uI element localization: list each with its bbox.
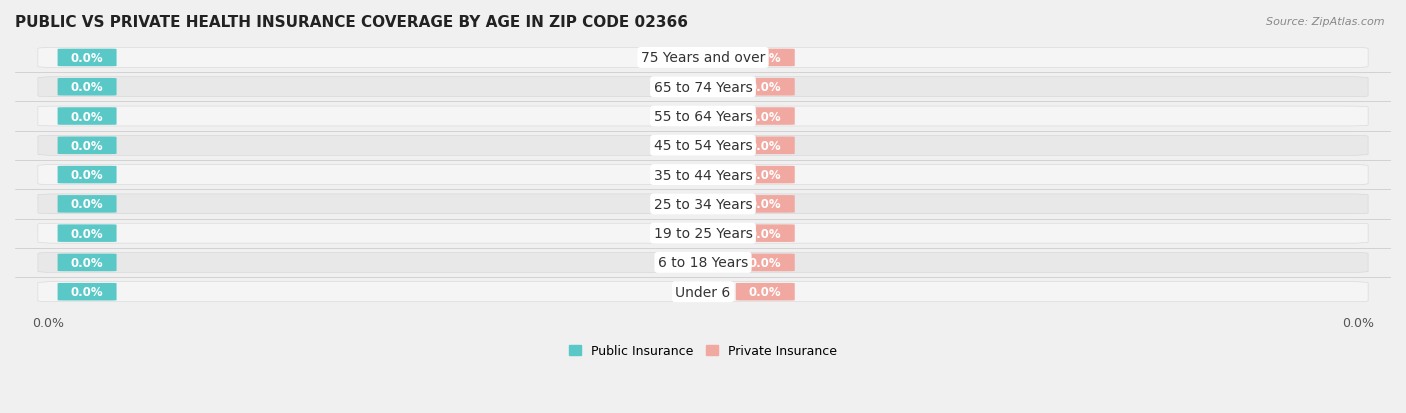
Text: 6 to 18 Years: 6 to 18 Years (658, 256, 748, 270)
Text: 0.0%: 0.0% (749, 140, 782, 152)
Text: 0.0%: 0.0% (749, 256, 782, 269)
Text: 0.0%: 0.0% (749, 198, 782, 211)
FancyBboxPatch shape (38, 195, 1368, 214)
Text: PUBLIC VS PRIVATE HEALTH INSURANCE COVERAGE BY AGE IN ZIP CODE 02366: PUBLIC VS PRIVATE HEALTH INSURANCE COVER… (15, 15, 688, 30)
Text: 0.0%: 0.0% (70, 285, 104, 299)
Legend: Public Insurance, Private Insurance: Public Insurance, Private Insurance (564, 339, 842, 363)
FancyBboxPatch shape (735, 108, 794, 126)
FancyBboxPatch shape (58, 225, 117, 242)
Text: 0.0%: 0.0% (70, 81, 104, 94)
FancyBboxPatch shape (735, 225, 794, 242)
Text: 0.0%: 0.0% (70, 52, 104, 65)
Text: 0.0%: 0.0% (749, 169, 782, 182)
FancyBboxPatch shape (735, 166, 794, 184)
Text: 0.0%: 0.0% (749, 285, 782, 299)
FancyBboxPatch shape (58, 50, 117, 67)
Text: Source: ZipAtlas.com: Source: ZipAtlas.com (1267, 17, 1385, 26)
FancyBboxPatch shape (58, 166, 117, 184)
Text: 25 to 34 Years: 25 to 34 Years (654, 197, 752, 211)
FancyBboxPatch shape (38, 224, 1368, 244)
Text: 45 to 54 Years: 45 to 54 Years (654, 139, 752, 153)
FancyBboxPatch shape (58, 283, 117, 301)
FancyBboxPatch shape (38, 165, 1368, 185)
FancyBboxPatch shape (58, 196, 117, 213)
Text: 0.0%: 0.0% (749, 227, 782, 240)
Text: 0.0%: 0.0% (70, 256, 104, 269)
Text: 0.0%: 0.0% (70, 227, 104, 240)
FancyBboxPatch shape (38, 107, 1368, 127)
FancyBboxPatch shape (735, 254, 794, 272)
Text: 0.0%: 0.0% (749, 110, 782, 123)
FancyBboxPatch shape (58, 254, 117, 272)
FancyBboxPatch shape (38, 48, 1368, 68)
Text: 0.0%: 0.0% (70, 198, 104, 211)
FancyBboxPatch shape (58, 108, 117, 126)
Text: 75 Years and over: 75 Years and over (641, 51, 765, 65)
FancyBboxPatch shape (58, 137, 117, 155)
FancyBboxPatch shape (38, 282, 1368, 302)
Text: 0.0%: 0.0% (70, 169, 104, 182)
Text: 0.0%: 0.0% (749, 52, 782, 65)
FancyBboxPatch shape (38, 78, 1368, 97)
FancyBboxPatch shape (735, 50, 794, 67)
Text: 0.0%: 0.0% (70, 110, 104, 123)
Text: 65 to 74 Years: 65 to 74 Years (654, 81, 752, 95)
Text: Under 6: Under 6 (675, 285, 731, 299)
FancyBboxPatch shape (735, 283, 794, 301)
Text: 0.0%: 0.0% (70, 140, 104, 152)
Text: 0.0%: 0.0% (749, 81, 782, 94)
Text: 35 to 44 Years: 35 to 44 Years (654, 168, 752, 182)
FancyBboxPatch shape (735, 137, 794, 155)
FancyBboxPatch shape (735, 79, 794, 96)
FancyBboxPatch shape (38, 253, 1368, 273)
Text: 55 to 64 Years: 55 to 64 Years (654, 110, 752, 124)
Text: 19 to 25 Years: 19 to 25 Years (654, 227, 752, 240)
FancyBboxPatch shape (735, 196, 794, 213)
FancyBboxPatch shape (38, 136, 1368, 156)
FancyBboxPatch shape (58, 79, 117, 96)
